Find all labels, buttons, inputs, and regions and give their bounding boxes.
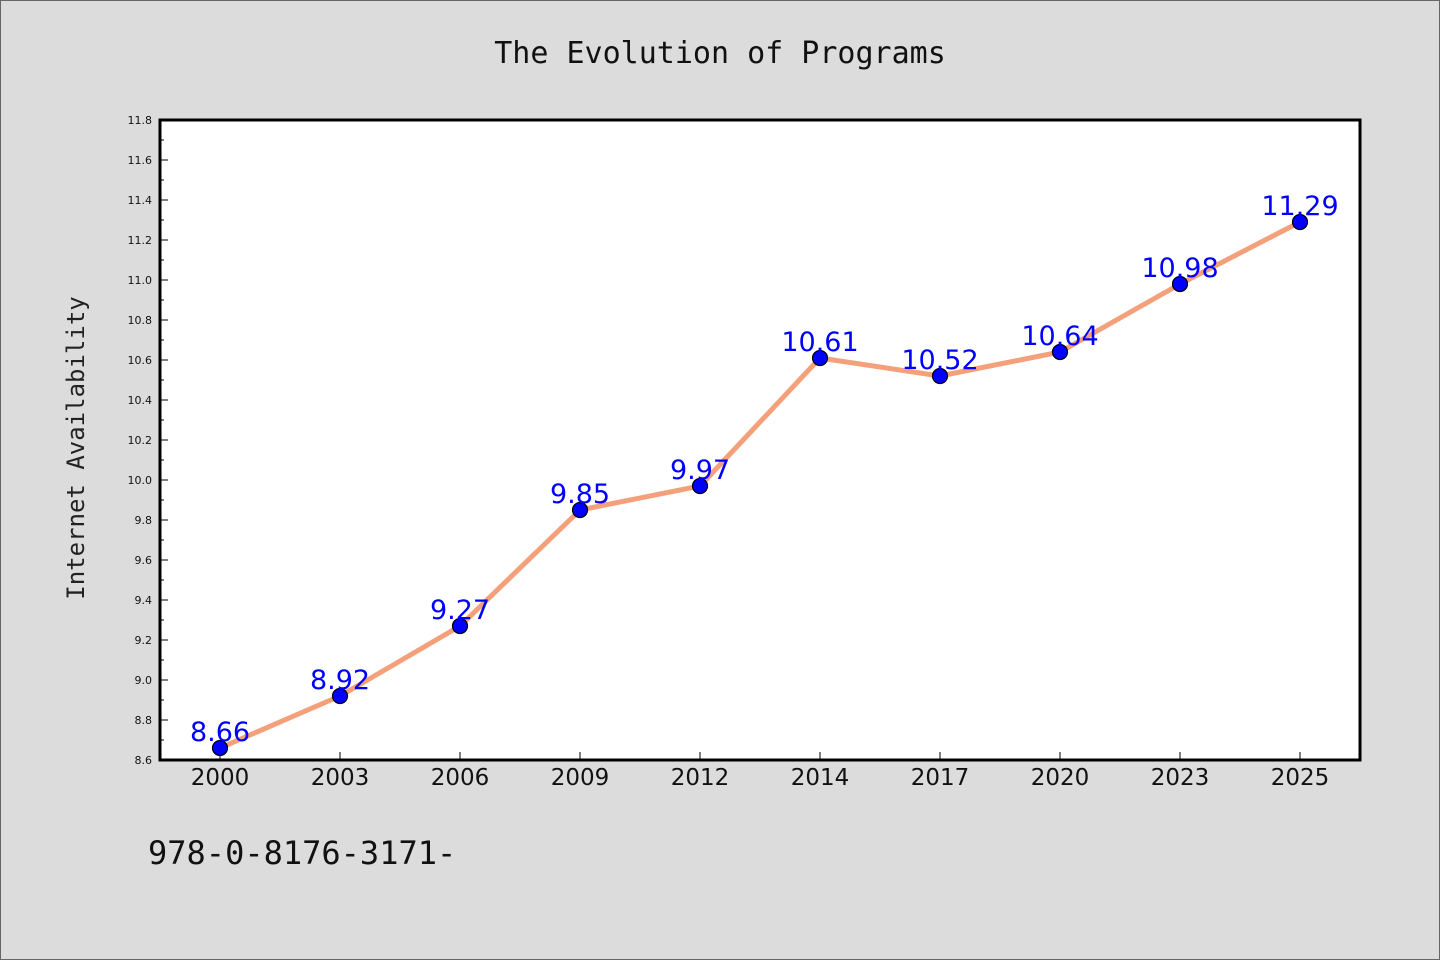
x-axis: 2000 2003 2006 2009 2012 2014 2017 2020 2023 2025	[191, 752, 1330, 791]
footnote-text: 978-0-8176-3171-	[148, 834, 456, 872]
y-tick-label: 10.4	[128, 394, 153, 407]
data-label: 10.52	[901, 345, 978, 376]
data-label: 9.27	[430, 595, 490, 626]
x-tick-label: 2020	[1031, 765, 1090, 791]
x-tick-label: 2006	[431, 765, 490, 791]
series-group: 8.66 8.92 9.27 9.85 9.97 10.61 10.52 10.64 10.98…	[190, 191, 1339, 757]
data-label: 8.92	[310, 665, 370, 696]
x-tick-label: 2012	[671, 765, 730, 791]
y-tick-label: 11.6	[128, 154, 153, 167]
plot-area	[158, 118, 1362, 762]
y-tick-label: 10.0	[128, 474, 153, 487]
data-label: 10.98	[1141, 253, 1218, 284]
y-tick-label: 9.4	[135, 594, 153, 607]
y-tick-label: 10.6	[128, 354, 153, 367]
y-axis-label: Internet Availability	[62, 296, 90, 599]
data-point	[571, 501, 589, 519]
y-tick-label: 9.2	[135, 634, 153, 647]
data-point	[331, 687, 349, 705]
y-tick-label: 8.6	[135, 754, 153, 767]
data-point	[451, 617, 469, 635]
data-point	[1291, 213, 1309, 231]
y-tick-label: 10.2	[128, 434, 153, 447]
data-point	[691, 477, 709, 495]
y-tick-label: 9.6	[135, 554, 153, 567]
data-label: 10.61	[781, 327, 858, 358]
y-tick-label: 8.8	[135, 714, 153, 727]
data-label: 8.66	[190, 717, 250, 748]
y-tick-label: 11.0	[128, 274, 153, 287]
y-axis: 8.6 8.8 9.0 9.2 9.4 9.6 9.8 10.0 10.2 10.4 10.6 10.…	[128, 114, 168, 767]
x-tick-label: 2025	[1271, 765, 1330, 791]
x-tick-label: 2014	[791, 765, 850, 791]
data-label: 9.97	[670, 455, 730, 486]
data-point	[811, 349, 829, 367]
y-tick-label: 10.8	[128, 314, 153, 327]
data-point	[211, 739, 229, 757]
series-line	[217, 219, 1303, 751]
data-label: 11.29	[1261, 191, 1338, 222]
data-label: 10.64	[1021, 321, 1098, 352]
chart-title: The Evolution of Programs	[494, 36, 946, 71]
x-tick-label: 2000	[191, 765, 250, 791]
data-point	[1171, 275, 1189, 293]
data-label: 9.85	[550, 479, 610, 510]
y-tick-label: 11.4	[128, 194, 153, 207]
x-tick-label: 2023	[1151, 765, 1210, 791]
y-tick-label: 11.2	[128, 234, 153, 247]
x-tick-label: 2003	[311, 765, 370, 791]
data-point	[1051, 343, 1069, 361]
data-point	[931, 367, 949, 385]
y-tick-label: 11.8	[128, 114, 153, 127]
y-tick-label: 9.0	[135, 674, 153, 687]
x-tick-label: 2009	[551, 765, 610, 791]
x-tick-label: 2017	[911, 765, 970, 791]
y-tick-label: 9.8	[135, 514, 153, 527]
